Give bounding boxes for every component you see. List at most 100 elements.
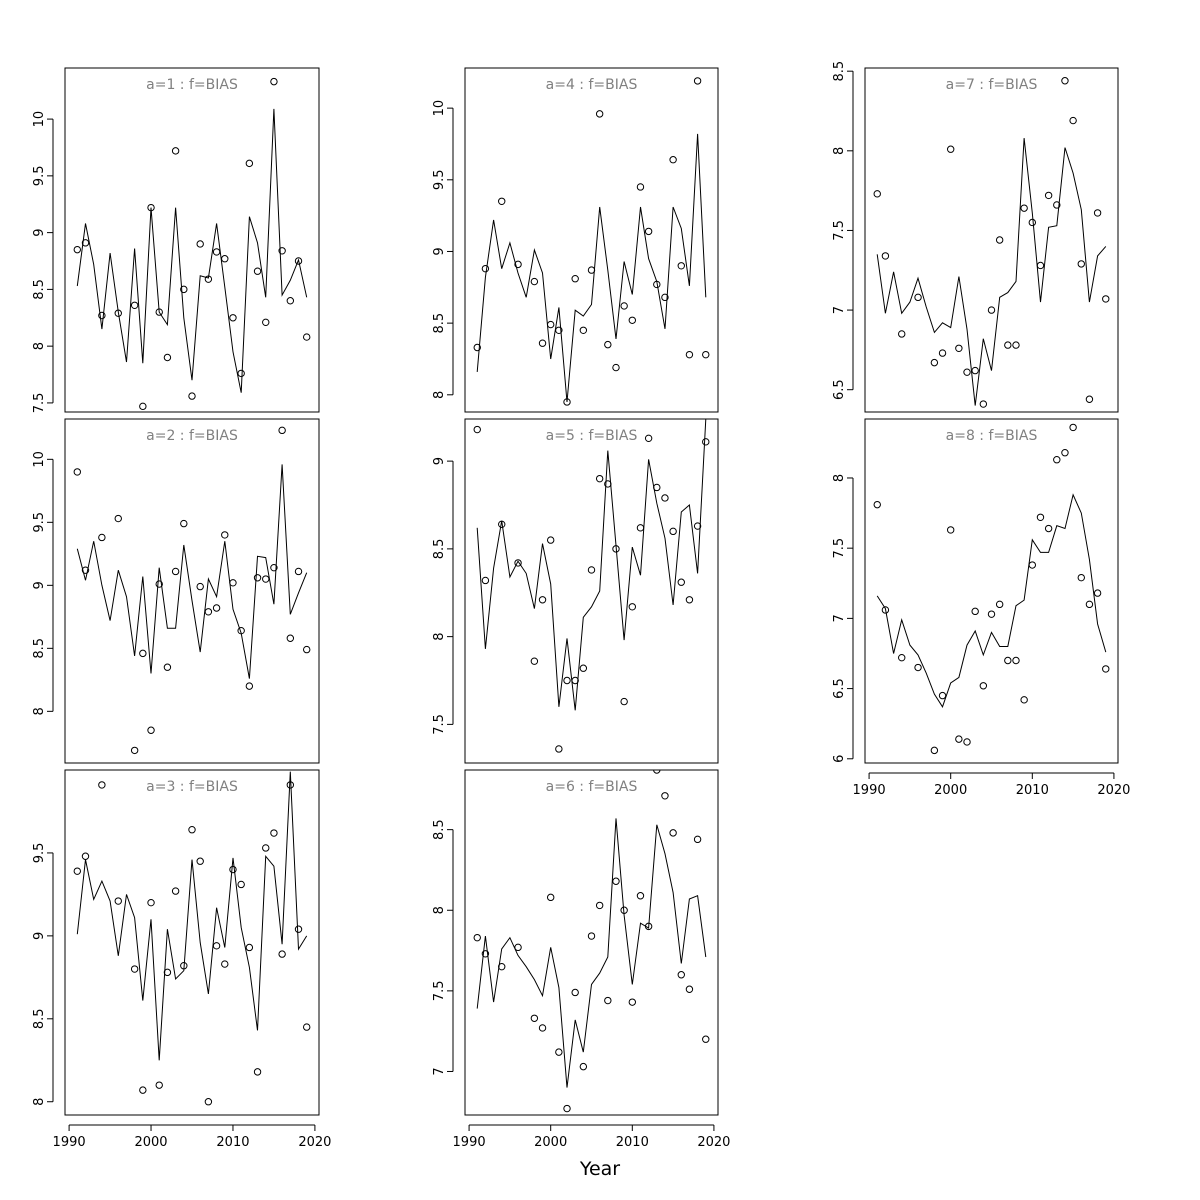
panel-a2: a=2 : f=BIAS 8 8.5 9 9.5 10 (32, 418, 320, 764)
observed-point (677, 262, 685, 270)
observed-point (180, 285, 188, 294)
observed-point (873, 500, 881, 509)
observed-point (1102, 295, 1110, 303)
observed-point (946, 526, 955, 534)
data-area (73, 77, 311, 411)
plot-frame (64, 67, 320, 413)
y-tick-label: 6.5 (832, 379, 847, 400)
observed-point (555, 1048, 563, 1056)
observed-point (130, 301, 139, 309)
observed-point (253, 267, 262, 275)
observed-point (1012, 656, 1020, 665)
panel-a7: a=7 : f=BIAS 6.5 7 7.5 8 8.5 (832, 61, 1119, 413)
observed-point (303, 333, 311, 341)
observed-point (1036, 261, 1045, 270)
observed-point (270, 77, 278, 86)
observed-point (245, 159, 254, 168)
observed-point (253, 1068, 262, 1076)
y-tick-label: 9.5 (32, 843, 47, 864)
observed-point (938, 349, 947, 357)
observed-point (685, 350, 694, 359)
plot-frame (64, 769, 320, 1116)
observed-point (669, 829, 677, 837)
observed-point (139, 649, 147, 658)
observed-point (188, 392, 196, 400)
observed-point (995, 236, 1004, 244)
observed-point (1053, 456, 1061, 464)
observed-point (604, 340, 612, 349)
observed-point (661, 293, 669, 302)
observed-point (1061, 448, 1069, 457)
observed-point (73, 468, 81, 476)
observed-point (963, 368, 971, 376)
observed-point (644, 227, 653, 236)
y-tick-label: 9 (32, 581, 47, 589)
x-tick-label: 1990 (53, 1135, 86, 1150)
observed-point (270, 829, 278, 837)
observed-point (473, 343, 481, 352)
observed-point (514, 260, 522, 269)
observed-point (212, 604, 221, 612)
y-tick-label: 8 (32, 1098, 47, 1106)
observed-point (294, 257, 303, 265)
observed-point (971, 607, 979, 616)
observed-point (253, 574, 262, 582)
observed-point (303, 1023, 311, 1031)
observed-point (587, 566, 596, 574)
fitted-line (76, 771, 308, 1061)
y-tick-label: 10 (32, 111, 47, 128)
observed-point (1053, 201, 1061, 209)
observed-point (262, 844, 270, 852)
x-tick-label: 2000 (534, 1135, 567, 1150)
observed-point (604, 996, 612, 1005)
observed-point (498, 197, 506, 206)
observed-point (930, 746, 939, 755)
fitted-line (76, 108, 308, 393)
data-area (73, 426, 311, 755)
observed-point (1061, 77, 1069, 85)
observed-point (1077, 573, 1085, 582)
observed-point (579, 326, 588, 334)
observed-point (212, 248, 221, 256)
observed-point (81, 566, 90, 574)
y-tick-label: 8 (832, 147, 847, 155)
y-tick-label: 8 (832, 474, 847, 482)
observed-point (81, 852, 90, 860)
observed-point (139, 1086, 147, 1094)
data-area (73, 771, 311, 1106)
observed-point (1085, 600, 1094, 609)
observed-point (286, 634, 295, 642)
data-area (873, 423, 1110, 755)
observed-point (229, 314, 237, 322)
observed-point (1020, 204, 1028, 212)
observed-point (628, 998, 637, 1006)
plot-frame (464, 418, 719, 764)
observed-point (98, 311, 106, 320)
observed-point (1069, 116, 1077, 125)
observed-point (955, 344, 963, 352)
observed-point (971, 366, 979, 375)
observed-point (653, 770, 661, 774)
y-tick-label: 9.5 (432, 169, 447, 190)
observed-point (473, 933, 481, 942)
observed-point (262, 575, 270, 583)
observed-point (693, 522, 702, 530)
observed-point (636, 524, 645, 532)
observed-point (702, 1035, 710, 1043)
observed-point (612, 877, 620, 885)
fitted-line (476, 818, 707, 1088)
panel-a1: a=1 : f=BIAS 7.5 8 8.5 9 9.5 10 (32, 67, 320, 413)
observed-point (278, 247, 286, 255)
observed-point (303, 645, 311, 654)
observed-point (171, 887, 180, 895)
observed-point (1102, 665, 1110, 673)
x-tick-label: 2010 (216, 1135, 249, 1150)
x-tick-label: 2000 (934, 783, 967, 798)
observed-point (98, 781, 106, 789)
observed-point (229, 579, 237, 587)
observed-point (1069, 423, 1077, 432)
observed-point (1093, 589, 1102, 597)
panel-a6: a=6 : f=BIAS 7 7.5 8 8.5 1990 2000 2010 2020 (432, 769, 730, 1150)
plot-frame (64, 418, 320, 764)
